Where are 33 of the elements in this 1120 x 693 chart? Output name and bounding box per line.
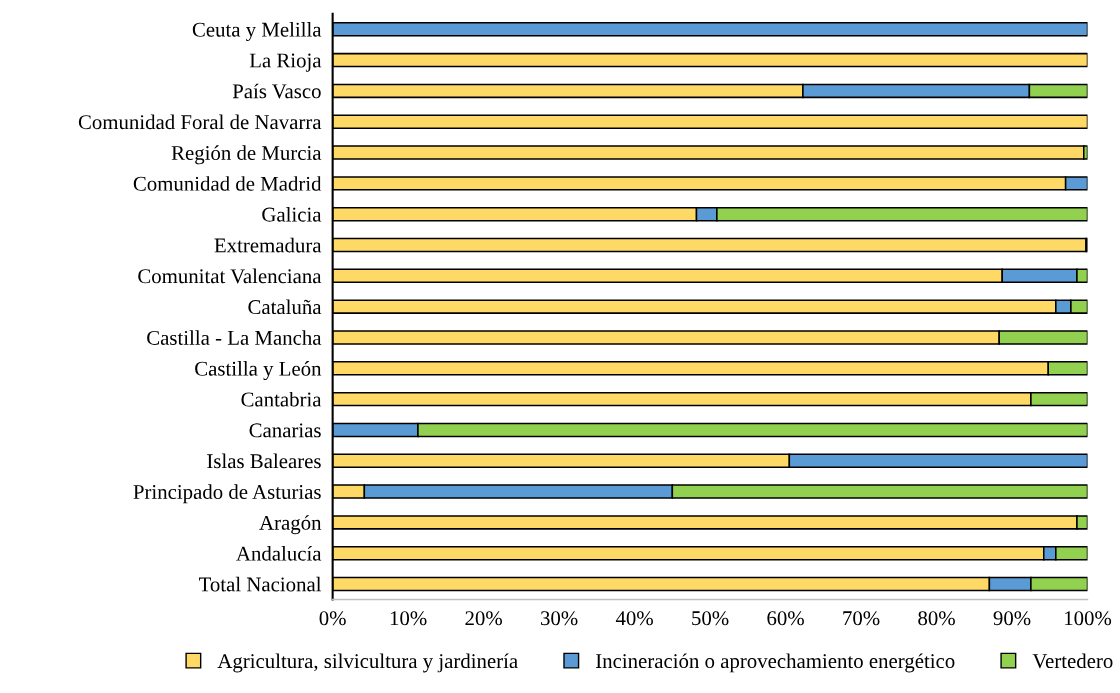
y-tick-label: Cataluña [248,299,322,315]
y-tick-label: La Rioja [249,53,322,72]
y-tick-label: Comunidad Foral de Navarra [78,114,322,130]
y-tick-label: Andalucía [236,545,322,561]
x-tick-label: 0% [319,611,346,626]
y-tick-label: Extremadura [214,237,322,253]
y-tick-label: Ceuta y Melilla [192,22,322,41]
y-tick-label: País Vasco [232,83,321,99]
x-tick-label: 40% [615,611,653,626]
x-tick-label: 100% [1065,611,1112,626]
y-tick-label: Castilla - La Mancha [147,330,322,345]
legend-label: Agricultura, silvicultura y jardinería [217,653,518,673]
y-tick-label: Región de Murcia [171,145,322,165]
x-tick-label: 80% [918,611,955,626]
legend-label: Incineración o aprovechamiento energético [596,653,955,673]
x-tick-label: 70% [843,611,880,626]
y-tick-label: Aragón [259,515,322,535]
y-tick-label: Comunidad de Madrid [133,176,322,191]
x-tick-label: 50% [692,611,729,626]
x-tick-label: 10% [390,611,427,626]
y-tick-label: Islas Baleares [207,453,321,469]
y-tick-label: Total Nacional [198,576,322,592]
x-tick-label: 60% [767,611,804,626]
y-tick-label: Principado de Asturias [133,484,321,504]
y-tick-label: Cantabria [241,391,322,407]
y-tick-label: Canarias [249,423,321,438]
y-tick-label: Galicia [262,206,322,222]
x-tick-label: 20% [465,611,502,626]
x-tick-label: 90% [993,611,1031,626]
legend-label: Vertedero [1032,653,1113,669]
y-tick-label: Comunitat Valenciana [138,268,322,284]
y-tick-label: Castilla y León [195,361,322,381]
x-tick-label: 30% [541,611,578,626]
